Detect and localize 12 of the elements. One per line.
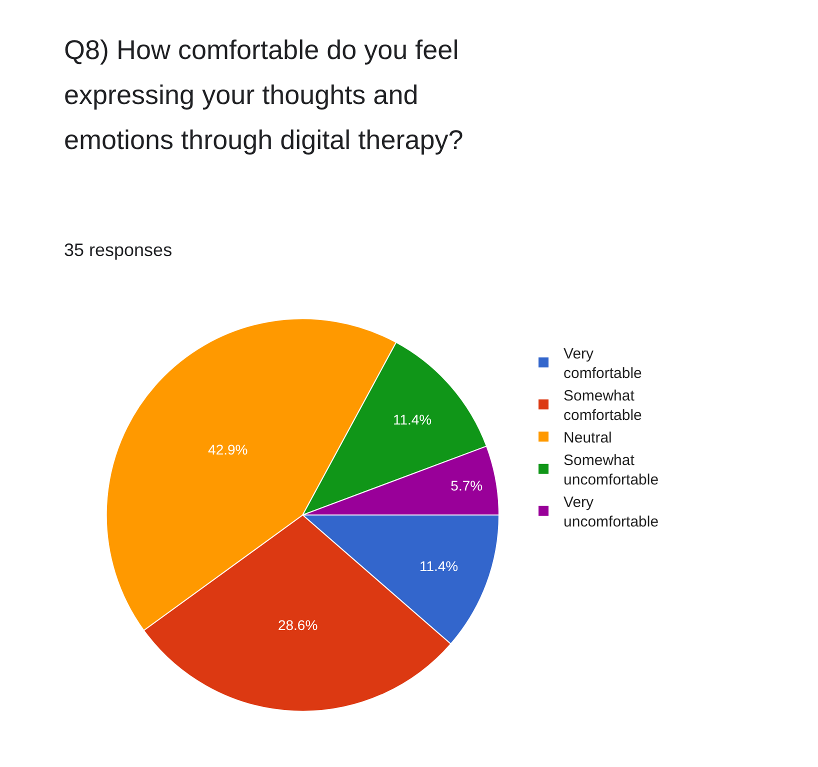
data-label: 42.9% (208, 442, 248, 458)
chart-title: Q8) How comfortable do you feel expressing your thoughts and emotions through digital therapy? (64, 34, 464, 157)
legend-label: Neutral (564, 430, 612, 446)
data-label: 11.4% (419, 558, 458, 574)
data-label: 11.4% (392, 412, 432, 428)
legend-label: Very comfortable (564, 346, 642, 382)
data-label: 28.6% (278, 617, 318, 634)
legend-label: Somewhat uncomfortable (564, 452, 659, 488)
legend-label: Somewhat comfortable (564, 388, 642, 424)
legend-label: Very uncomfortable (564, 494, 659, 530)
chart-subtitle: 35 responses (64, 240, 172, 261)
data-label: 5.7% (450, 477, 483, 494)
